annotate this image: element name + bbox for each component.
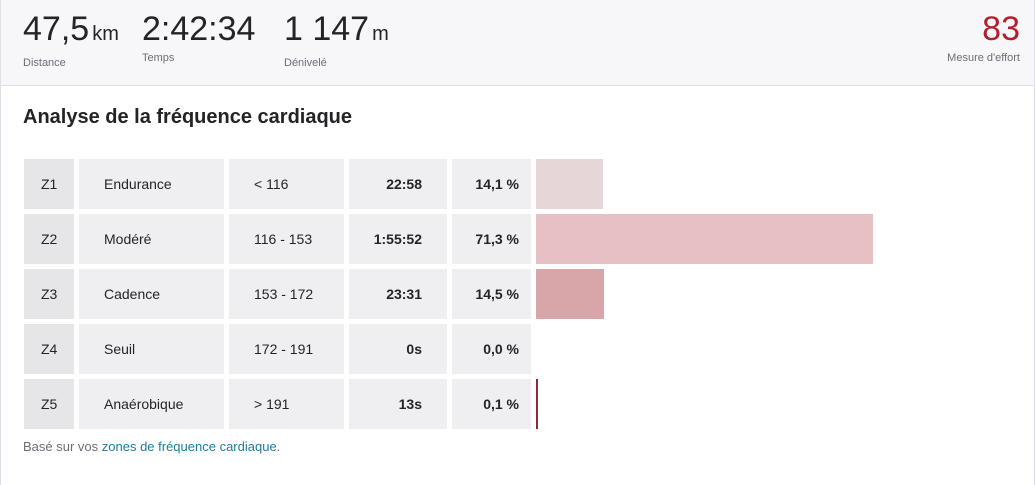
zone-name: Cadence: [79, 269, 224, 319]
zone-id: Z1: [24, 159, 74, 209]
zone-range: > 191: [229, 379, 344, 429]
heart-rate-title: Analyse de la fréquence cardiaque: [23, 106, 353, 128]
zone-bar: [536, 379, 538, 429]
zone-percent: 14,5 %: [452, 269, 531, 319]
zone-bar: [536, 159, 603, 209]
zone-range: < 116: [229, 159, 344, 209]
zone-id: Z3: [24, 269, 74, 319]
stat-elevation-unit: m: [372, 23, 389, 45]
stat-effort-value: 83: [982, 10, 1020, 48]
zone-name: Modéré: [79, 214, 224, 264]
zone-id: Z5: [24, 379, 74, 429]
stat-time: 2:42:34 Temps: [142, 10, 255, 64]
zones-footnote: Basé sur vos zones de fréquence cardiaqu…: [23, 439, 280, 454]
footnote-period: .: [276, 439, 281, 454]
zone-percent: 71,3 %: [452, 214, 531, 264]
activity-stats-bar: 47,5 km Distance 2:42:34 Temps 1 147 m Dén…: [0, 0, 1035, 86]
stat-elevation-label: Dénivelé: [284, 57, 327, 69]
stat-distance-label: Distance: [23, 57, 66, 69]
stat-elevation: 1 147 m Dénivelé: [284, 10, 389, 69]
zone-time: 22:58: [349, 159, 447, 209]
zone-id: Z4: [24, 324, 74, 374]
zone-time: 0s: [349, 324, 447, 374]
footnote-text: Basé sur vos: [23, 439, 102, 454]
zone-name: Endurance: [79, 159, 224, 209]
zone-range: 116 - 153: [229, 214, 344, 264]
stat-distance: 47,5 km Distance: [23, 10, 119, 69]
zone-percent: 0,1 %: [452, 379, 531, 429]
zone-percent: 0,0 %: [452, 324, 531, 374]
zone-range: 172 - 191: [229, 324, 344, 374]
zone-percent: 14,1 %: [452, 159, 531, 209]
zone-time: 1:55:52: [349, 214, 447, 264]
stat-effort-label: Mesure d'effort: [947, 52, 1020, 64]
heart-rate-zones-link[interactable]: zones de fréquence cardiaque: [101, 439, 277, 454]
stat-time-value: 2:42:34: [142, 10, 256, 48]
zone-time: 23:31: [349, 269, 447, 319]
zone-time: 13s: [349, 379, 447, 429]
stat-time-label: Temps: [142, 52, 175, 64]
stat-elevation-value: 1 147 m: [284, 10, 389, 48]
zone-name: Seuil: [79, 324, 224, 374]
zone-range: 153 - 172: [229, 269, 344, 319]
stat-distance-unit: km: [92, 23, 119, 45]
zone-id: Z2: [24, 214, 74, 264]
stat-distance-value: 47,5 km: [23, 10, 119, 48]
stat-effort[interactable]: 83 Mesure d'effort: [947, 10, 1020, 64]
zone-bar: [536, 269, 604, 319]
zone-name: Anaérobique: [79, 379, 224, 429]
zone-bar: [536, 214, 873, 264]
heart-rate-panel: Analyse de la fréquence cardiaque Z1 Endu…: [0, 86, 1035, 485]
